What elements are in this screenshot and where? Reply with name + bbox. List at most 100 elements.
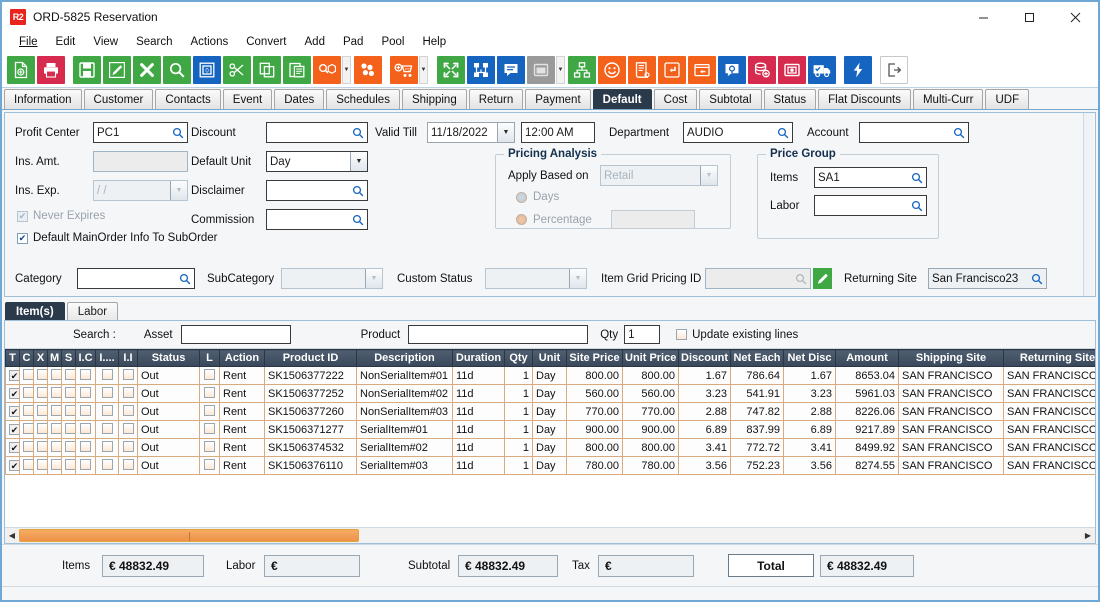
row-checkbox-il[interactable] <box>122 440 134 452</box>
cell-c[interactable] <box>19 420 34 439</box>
cell-site_price[interactable]: 900.00 <box>566 420 623 439</box>
cell-il[interactable] <box>118 402 138 421</box>
column-header-c[interactable]: C <box>19 349 34 367</box>
row-checkbox-i2[interactable] <box>101 422 113 434</box>
cell-status[interactable]: Out <box>137 456 200 475</box>
items-total-field[interactable]: € 48832.49 <box>102 554 204 577</box>
cell-unit[interactable]: Day <box>532 438 567 457</box>
cell-qty[interactable]: 1 <box>504 402 533 421</box>
cell-l[interactable] <box>199 438 220 457</box>
row-checkbox-l[interactable] <box>204 458 215 470</box>
cell-ic[interactable] <box>75 456 96 475</box>
cell-i2[interactable] <box>95 420 119 439</box>
cell-status[interactable]: Out <box>137 366 200 385</box>
cell-qty[interactable]: 1 <box>504 366 533 385</box>
menu-pad[interactable]: Pad <box>342 36 364 48</box>
payment-stack-icon[interactable] <box>748 55 776 84</box>
percentage-radio[interactable] <box>516 214 527 225</box>
cell-unit[interactable]: Day <box>532 384 567 403</box>
cell-il[interactable] <box>118 456 138 475</box>
chevron-down-icon[interactable]: ▼ <box>700 166 717 185</box>
row-checkbox-i2[interactable] <box>101 404 113 416</box>
chevron-down-icon[interactable]: ▼ <box>170 181 187 200</box>
total-button[interactable]: Total <box>728 554 814 577</box>
cell-duration[interactable]: 11d <box>452 402 505 421</box>
cell-action[interactable]: Rent <box>219 384 265 403</box>
row-checkbox-il[interactable] <box>122 368 134 380</box>
row-checkbox-s[interactable] <box>65 440 75 452</box>
scroll-left-icon[interactable]: ◀ <box>8 531 16 540</box>
cell-l[interactable] <box>199 420 220 439</box>
column-header-net_disc[interactable]: Net Disc <box>783 349 836 367</box>
cell-unit_price[interactable]: 770.00 <box>622 402 679 421</box>
cell-returning_site[interactable]: SAN FRANCISCO <box>1003 438 1095 457</box>
ins-amt-field[interactable] <box>93 151 188 172</box>
cell-description[interactable]: NonSerialItem#01 <box>356 366 453 385</box>
cell-x[interactable] <box>33 420 48 439</box>
cell-unit[interactable]: Day <box>532 456 567 475</box>
row-checkbox-l[interactable] <box>204 404 215 416</box>
column-header-t[interactable]: T <box>5 349 20 367</box>
archive-icon[interactable] <box>688 55 716 84</box>
row-checkbox-m[interactable] <box>51 440 61 452</box>
cell-m[interactable] <box>47 384 62 403</box>
cell-s[interactable] <box>61 402 76 421</box>
cell-m[interactable] <box>47 420 62 439</box>
grid-horizontal-scrollbar[interactable]: ◀ ▶ <box>5 527 1095 543</box>
lightning-icon[interactable] <box>844 55 872 84</box>
row-checkbox-t[interactable]: ✔ <box>9 387 19 399</box>
tab-multi-curr[interactable]: Multi-Curr <box>912 89 984 109</box>
tab-information[interactable]: Information <box>4 89 82 109</box>
cell-discount[interactable]: 3.41 <box>678 438 731 457</box>
cell-l[interactable] <box>199 366 220 385</box>
cell-x[interactable] <box>33 402 48 421</box>
row-checkbox-il[interactable] <box>122 458 134 470</box>
cell-shipping_site[interactable]: SAN FRANCISCO <box>898 366 1004 385</box>
tab-default[interactable]: Default <box>592 89 652 109</box>
chevron-down-icon[interactable]: ▼ <box>342 55 351 84</box>
cell-status[interactable]: Out <box>137 384 200 403</box>
cell-t[interactable]: ✔ <box>5 438 20 457</box>
cell-site_price[interactable]: 770.00 <box>566 402 623 421</box>
cell-net_disc[interactable]: 2.88 <box>783 402 836 421</box>
cell-t[interactable]: ✔ <box>5 420 20 439</box>
ins-exp-field[interactable]: / / ▼ <box>93 180 188 201</box>
row-checkbox-x[interactable] <box>37 458 47 470</box>
cell-unit_price[interactable]: 800.00 <box>622 438 679 457</box>
cell-s[interactable] <box>61 438 76 457</box>
cell-s[interactable] <box>61 384 76 403</box>
row-checkbox-t[interactable]: ✔ <box>9 405 19 417</box>
cell-m[interactable] <box>47 456 62 475</box>
tab-subtotal[interactable]: Subtotal <box>699 89 762 109</box>
menu-add[interactable]: Add <box>304 36 325 48</box>
row-checkbox-ic[interactable] <box>80 440 91 452</box>
row-checkbox-i2[interactable] <box>101 440 113 452</box>
cell-i2[interactable] <box>95 384 119 403</box>
row-checkbox-s[interactable] <box>65 386 75 398</box>
menu-search[interactable]: Search <box>136 36 173 48</box>
cell-i2[interactable] <box>95 402 119 421</box>
cell-s[interactable] <box>61 366 76 385</box>
cell-description[interactable]: SerialItem#03 <box>356 456 453 475</box>
row-checkbox-l[interactable] <box>204 386 215 398</box>
row-checkbox-c[interactable] <box>23 422 33 434</box>
never-expires-checkbox[interactable]: ✔ <box>17 210 28 222</box>
row-checkbox-t[interactable]: ✔ <box>9 423 19 435</box>
cell-i2[interactable] <box>95 438 119 457</box>
update-existing-checkbox[interactable] <box>676 329 688 340</box>
menu-convert[interactable]: Convert <box>246 36 287 48</box>
cell-product_id[interactable]: SK1506377252 <box>264 384 357 403</box>
column-header-description[interactable]: Description <box>356 349 453 367</box>
cell-ic[interactable] <box>75 384 96 403</box>
table-row[interactable]: ✔ Out Rent SK1506377252 NonSerialItem#02 11d 1… <box>5 384 1095 403</box>
cell-x[interactable] <box>33 456 48 475</box>
tab-shipping[interactable]: Shipping <box>401 89 467 109</box>
column-header-site_price[interactable]: Site Price <box>566 349 623 367</box>
search-icon[interactable] <box>179 273 191 285</box>
row-checkbox-c[interactable] <box>23 440 33 452</box>
days-radio[interactable] <box>516 191 527 203</box>
cell-duration[interactable]: 11d <box>452 438 505 457</box>
cell-description[interactable]: SerialItem#01 <box>356 420 453 439</box>
comment-icon[interactable] <box>497 55 525 84</box>
scroll-thumb[interactable] <box>19 529 359 542</box>
